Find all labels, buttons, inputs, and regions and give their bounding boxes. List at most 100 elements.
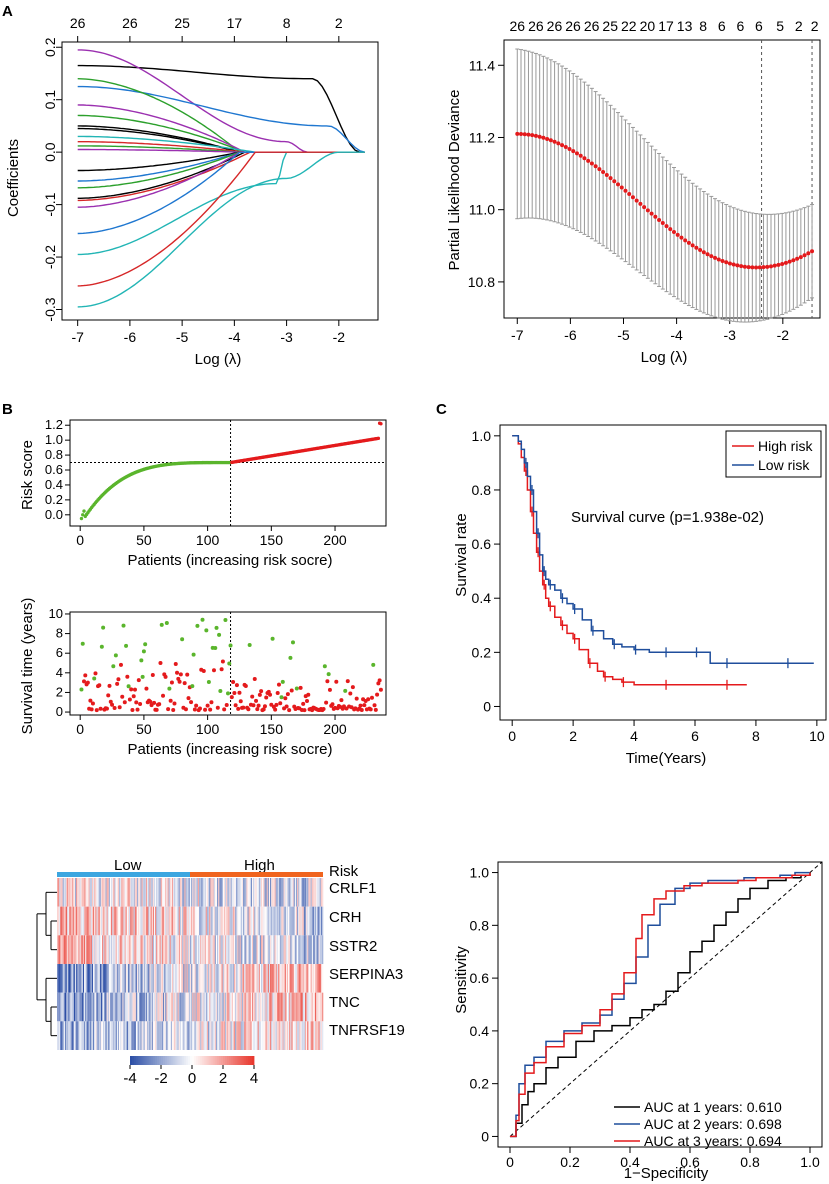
heatmap-cell — [223, 1021, 226, 1050]
heatmap-cell — [292, 964, 294, 993]
heatmap-cell — [267, 878, 270, 907]
heatmap-cell — [277, 1021, 280, 1050]
heatmap-cell — [122, 1021, 124, 1050]
heatmap-cell — [236, 935, 238, 964]
heatmap-cell — [114, 935, 116, 964]
heatmap-cell — [161, 906, 164, 936]
heatmap-cell — [95, 964, 97, 993]
survival-time-ytick-label: 6 — [56, 645, 63, 660]
heatmap-cell — [206, 935, 209, 964]
survival-time-point — [122, 700, 127, 705]
heatmap-cell — [137, 992, 139, 1022]
heatmap-cell — [100, 878, 103, 907]
heatmap-cell — [72, 906, 75, 936]
heatmap-cell — [106, 935, 109, 964]
heatmap-cell — [178, 906, 181, 936]
heatmap-cell — [139, 906, 141, 936]
heatmap-cell — [259, 878, 262, 907]
heatmap-cell — [80, 878, 83, 907]
heatmap-cell — [283, 964, 285, 993]
heatmap-cell — [258, 1021, 261, 1050]
heatmap-cell — [148, 878, 150, 907]
heatmap-cell — [190, 935, 192, 964]
heatmap-cell — [285, 1021, 288, 1050]
survival-time-point — [280, 679, 285, 684]
heatmap-cell — [128, 935, 130, 964]
heatmap-cell — [143, 906, 146, 936]
heatmap-cell — [201, 992, 203, 1022]
heatmap-cell — [292, 935, 294, 964]
survival-time-ylabel: Survival time (years) — [19, 598, 36, 735]
survival-time-point — [218, 688, 223, 693]
heatmap-cell — [308, 992, 310, 1022]
heatmap-cell — [179, 935, 182, 964]
heatmap-cell — [118, 935, 121, 964]
heatmap-cell — [169, 906, 172, 936]
heatmap-cell — [77, 935, 79, 964]
survival-time-xtick-label: 0 — [76, 721, 84, 737]
heatmap-colorbar-cell — [243, 1056, 247, 1065]
heatmap-cell — [289, 878, 291, 907]
heatmap-cell — [218, 1021, 220, 1050]
heatmap-cell — [166, 906, 168, 936]
heatmap-cell — [132, 878, 134, 907]
heatmap-cell — [64, 992, 67, 1022]
survival-time-point — [366, 697, 371, 702]
heatmap-cell — [239, 964, 242, 993]
heatmap-cell — [102, 878, 104, 907]
heatmap-cell — [141, 878, 143, 907]
heatmap-cell — [144, 992, 147, 1022]
heatmap-cell — [78, 935, 80, 964]
heatmap-cell — [238, 878, 240, 907]
heatmap-cell — [246, 992, 248, 1022]
heatmap-cell — [162, 935, 165, 964]
heatmap-colorbar-cell — [229, 1056, 232, 1065]
heatmap-cell — [85, 935, 87, 964]
heatmap-cell — [137, 878, 139, 907]
heatmap-cell — [319, 935, 322, 964]
heatmap-gene-2: CRH — [329, 909, 362, 926]
heatmap-cell — [217, 906, 219, 936]
heatmap-colorbar-cell — [223, 1056, 226, 1065]
lasso-cv-point — [802, 253, 807, 258]
heatmap-cell — [202, 906, 204, 936]
heatmap-cell — [158, 992, 160, 1022]
survival-time-point — [136, 678, 141, 683]
heatmap-cell — [167, 906, 169, 936]
heatmap-cell — [122, 935, 124, 964]
heatmap-cell — [90, 878, 93, 907]
km-ytick-label: 0 — [483, 698, 491, 714]
heatmap-cell — [86, 992, 88, 1022]
lasso-cv-point — [671, 230, 676, 235]
heatmap-cell — [188, 992, 191, 1022]
heatmap-cell — [236, 906, 238, 936]
heatmap-cell — [148, 935, 150, 964]
heatmap-cell — [81, 935, 84, 964]
heatmap-cell — [138, 935, 140, 964]
lasso-cv-top-label: 26 — [528, 18, 544, 34]
heatmap-cell — [268, 906, 271, 936]
lasso-cv-point — [705, 252, 710, 257]
heatmap-cell — [113, 878, 115, 907]
survival-time-point — [172, 701, 177, 706]
heatmap-cell — [108, 906, 111, 936]
heatmap-cell — [267, 1021, 270, 1050]
risk-score-ytick-label: 1.2 — [45, 417, 63, 432]
heatmap-cell — [206, 878, 209, 907]
heatmap-cell — [227, 992, 229, 1022]
heatmap-cell — [267, 906, 270, 936]
heatmap-risk-bar-low — [57, 872, 190, 877]
km-frame — [499, 424, 827, 721]
heatmap-cell — [208, 935, 210, 964]
survival-time-point — [373, 707, 378, 712]
risk-score-xtick-label: 0 — [76, 532, 84, 548]
survival-time-point — [201, 668, 206, 673]
heatmap-cell — [130, 1021, 132, 1050]
heatmap-cell — [309, 992, 311, 1022]
survival-time-point — [375, 692, 380, 697]
heatmap-cell — [310, 964, 313, 993]
heatmap-cell — [132, 992, 134, 1022]
lasso-path-xtick-label: -3 — [280, 329, 293, 345]
heatmap-group-high: High — [244, 857, 275, 874]
heatmap-cell — [171, 1021, 174, 1050]
